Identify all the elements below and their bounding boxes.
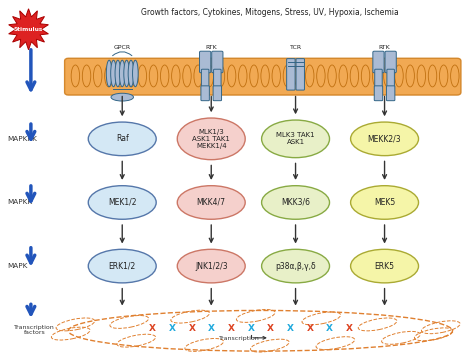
Text: MLK1/3
ASK1 TAK1
MEKK1/4: MLK1/3 ASK1 TAK1 MEKK1/4	[192, 129, 230, 149]
Ellipse shape	[128, 60, 134, 87]
Text: Raf: Raf	[116, 134, 128, 143]
Ellipse shape	[119, 60, 125, 87]
Ellipse shape	[351, 186, 419, 219]
Ellipse shape	[88, 186, 156, 219]
Ellipse shape	[111, 93, 134, 101]
Text: Transcription: Transcription	[219, 336, 260, 341]
Ellipse shape	[262, 186, 329, 219]
Ellipse shape	[124, 60, 129, 87]
Polygon shape	[9, 9, 48, 50]
Text: X: X	[208, 324, 215, 333]
Text: MAPKK: MAPKK	[8, 200, 33, 205]
Ellipse shape	[177, 249, 245, 283]
Text: X: X	[346, 324, 353, 333]
Text: MKK4/7: MKK4/7	[197, 198, 226, 207]
Text: MEK5: MEK5	[374, 198, 395, 207]
Text: GPCR: GPCR	[114, 45, 131, 50]
Text: X: X	[287, 324, 294, 333]
Ellipse shape	[133, 60, 138, 87]
Text: X: X	[228, 324, 235, 333]
Ellipse shape	[177, 118, 245, 160]
Ellipse shape	[351, 249, 419, 283]
Ellipse shape	[110, 60, 116, 87]
FancyBboxPatch shape	[296, 59, 304, 90]
Text: X: X	[326, 324, 333, 333]
Ellipse shape	[88, 249, 156, 283]
FancyBboxPatch shape	[387, 69, 394, 88]
FancyBboxPatch shape	[213, 86, 221, 101]
Text: Transcription
factors: Transcription factors	[14, 325, 55, 335]
Text: p38α,β,γ,δ: p38α,β,γ,δ	[275, 262, 316, 271]
Text: Growth factors, Cytokines, Mitogens, Stress, UV, Hypoxia, Ischemia: Growth factors, Cytokines, Mitogens, Str…	[141, 8, 399, 17]
Ellipse shape	[262, 120, 329, 158]
Text: Stimulus: Stimulus	[14, 27, 43, 32]
FancyBboxPatch shape	[212, 51, 223, 73]
FancyBboxPatch shape	[201, 69, 209, 88]
FancyBboxPatch shape	[374, 86, 383, 101]
Ellipse shape	[115, 60, 121, 87]
Ellipse shape	[177, 186, 245, 219]
Ellipse shape	[106, 60, 112, 87]
Text: X: X	[247, 324, 255, 333]
FancyBboxPatch shape	[375, 69, 382, 88]
Text: MLK3 TAK1
ASK1: MLK3 TAK1 ASK1	[276, 132, 315, 145]
FancyBboxPatch shape	[200, 51, 211, 73]
FancyBboxPatch shape	[201, 86, 210, 101]
FancyBboxPatch shape	[214, 69, 221, 88]
Text: MEK1/2: MEK1/2	[108, 198, 137, 207]
Text: MKK3/6: MKK3/6	[281, 198, 310, 207]
FancyBboxPatch shape	[287, 59, 295, 90]
Text: X: X	[189, 324, 196, 333]
Text: RTK: RTK	[379, 45, 391, 50]
Text: MAPK: MAPK	[8, 263, 28, 269]
Text: X: X	[307, 324, 314, 333]
Text: ERK5: ERK5	[374, 262, 394, 271]
Text: X: X	[149, 324, 156, 333]
Ellipse shape	[262, 249, 329, 283]
Text: MEKK2/3: MEKK2/3	[368, 134, 401, 143]
FancyBboxPatch shape	[64, 58, 461, 95]
Text: RTK: RTK	[205, 45, 217, 50]
Text: TCR: TCR	[290, 45, 301, 50]
FancyBboxPatch shape	[386, 86, 395, 101]
Text: ERK1/2: ERK1/2	[109, 262, 136, 271]
Ellipse shape	[351, 122, 419, 156]
Ellipse shape	[88, 122, 156, 156]
FancyBboxPatch shape	[373, 51, 384, 73]
Text: MAPKKK: MAPKKK	[8, 136, 37, 142]
Text: X: X	[267, 324, 274, 333]
Text: X: X	[169, 324, 176, 333]
FancyBboxPatch shape	[385, 51, 396, 73]
Text: JNK1/2/3: JNK1/2/3	[195, 262, 228, 271]
